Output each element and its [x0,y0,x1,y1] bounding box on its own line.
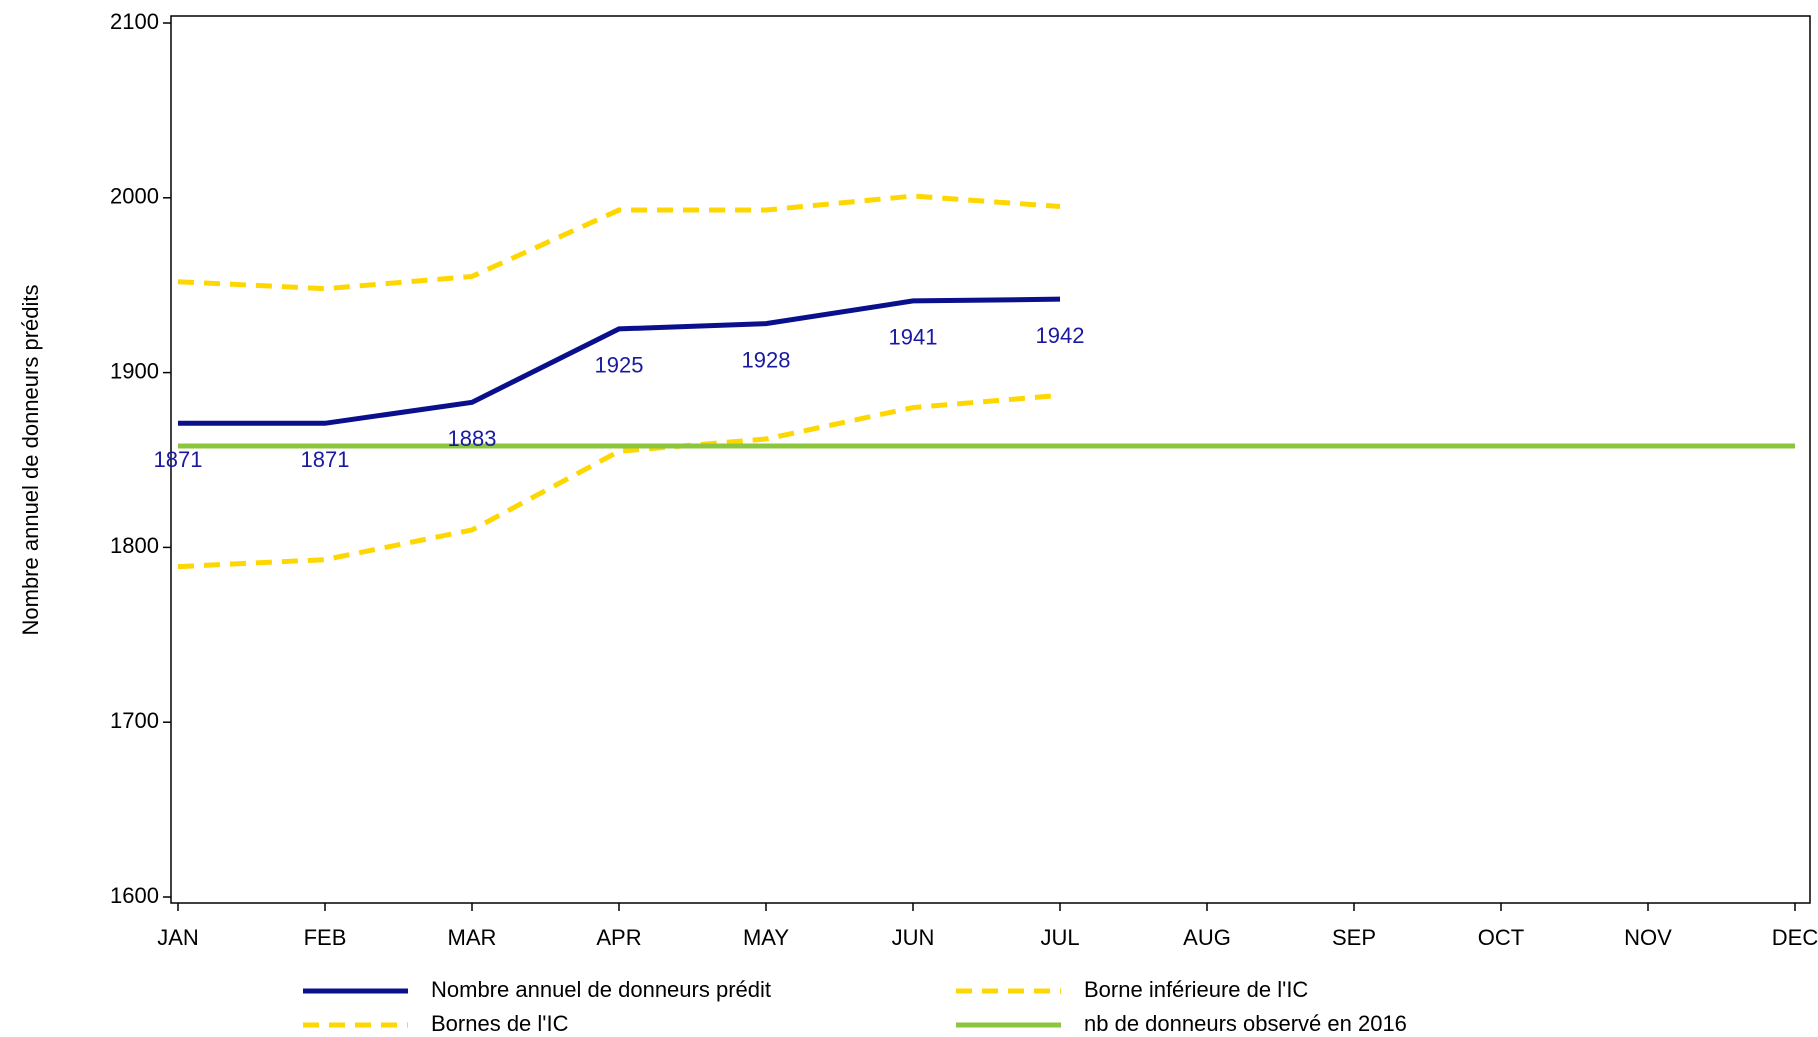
data-label: 1871 [301,447,350,472]
x-tick-label: FEB [304,925,347,950]
data-label: 1942 [1036,323,1085,348]
y-axis-label: Nombre annuel de donneurs prédits [18,284,43,635]
series-line [177,193,1061,292]
x-tick-label: JUN [892,925,935,950]
x-tick-label: JAN [157,925,199,950]
x-tick-label: MAY [743,925,789,950]
x-tick-label: DEC [1772,925,1818,950]
y-tick-label: 1600 [110,883,159,908]
legend-label: Nombre annuel de donneurs prédit [431,977,771,1002]
y-tick-label: 1900 [110,358,159,383]
series-line [177,392,1061,570]
y-tick-label: 1800 [110,533,159,558]
x-tick-label: APR [596,925,641,950]
x-tick-label: SEP [1332,925,1376,950]
x-tick-label: NOV [1624,925,1672,950]
data-label: 1925 [595,353,644,378]
legend-label: Bornes de l'IC [431,1011,569,1036]
y-tick-label: 1700 [110,708,159,733]
legend-label: nb de donneurs observé en 2016 [1084,1011,1407,1036]
series-line [178,296,1061,426]
x-tick-label: AUG [1183,925,1231,950]
legend-label: Borne inférieure de l'IC [1084,977,1308,1002]
y-tick-label: 2000 [110,184,159,209]
data-label: 1941 [889,325,938,350]
data-label: 1883 [448,426,497,451]
y-tick-label: 2100 [110,9,159,34]
x-tick-label: OCT [1478,925,1524,950]
data-label: 1928 [742,347,791,372]
plot-frame [170,15,1811,904]
data-label: 1871 [154,447,203,472]
x-tick-label: JUL [1040,925,1079,950]
x-tick-label: MAR [448,925,497,950]
